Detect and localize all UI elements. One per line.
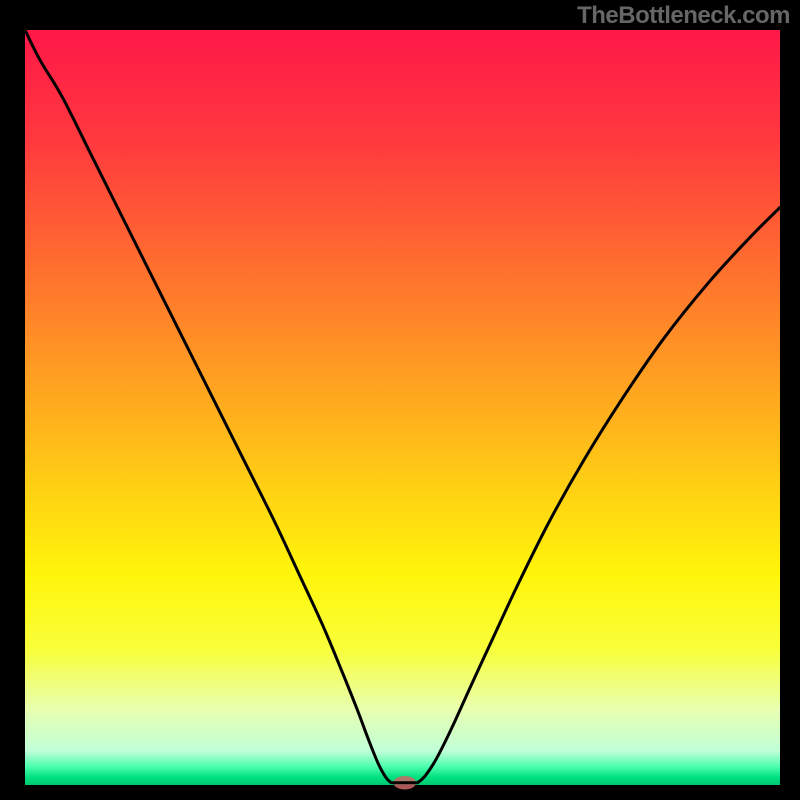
- bottleneck-chart: [0, 0, 800, 800]
- chart-container: { "watermark": { "text": "TheBottleneck.…: [0, 0, 800, 800]
- plot-background: [25, 30, 780, 785]
- watermark-text: TheBottleneck.com: [577, 2, 790, 30]
